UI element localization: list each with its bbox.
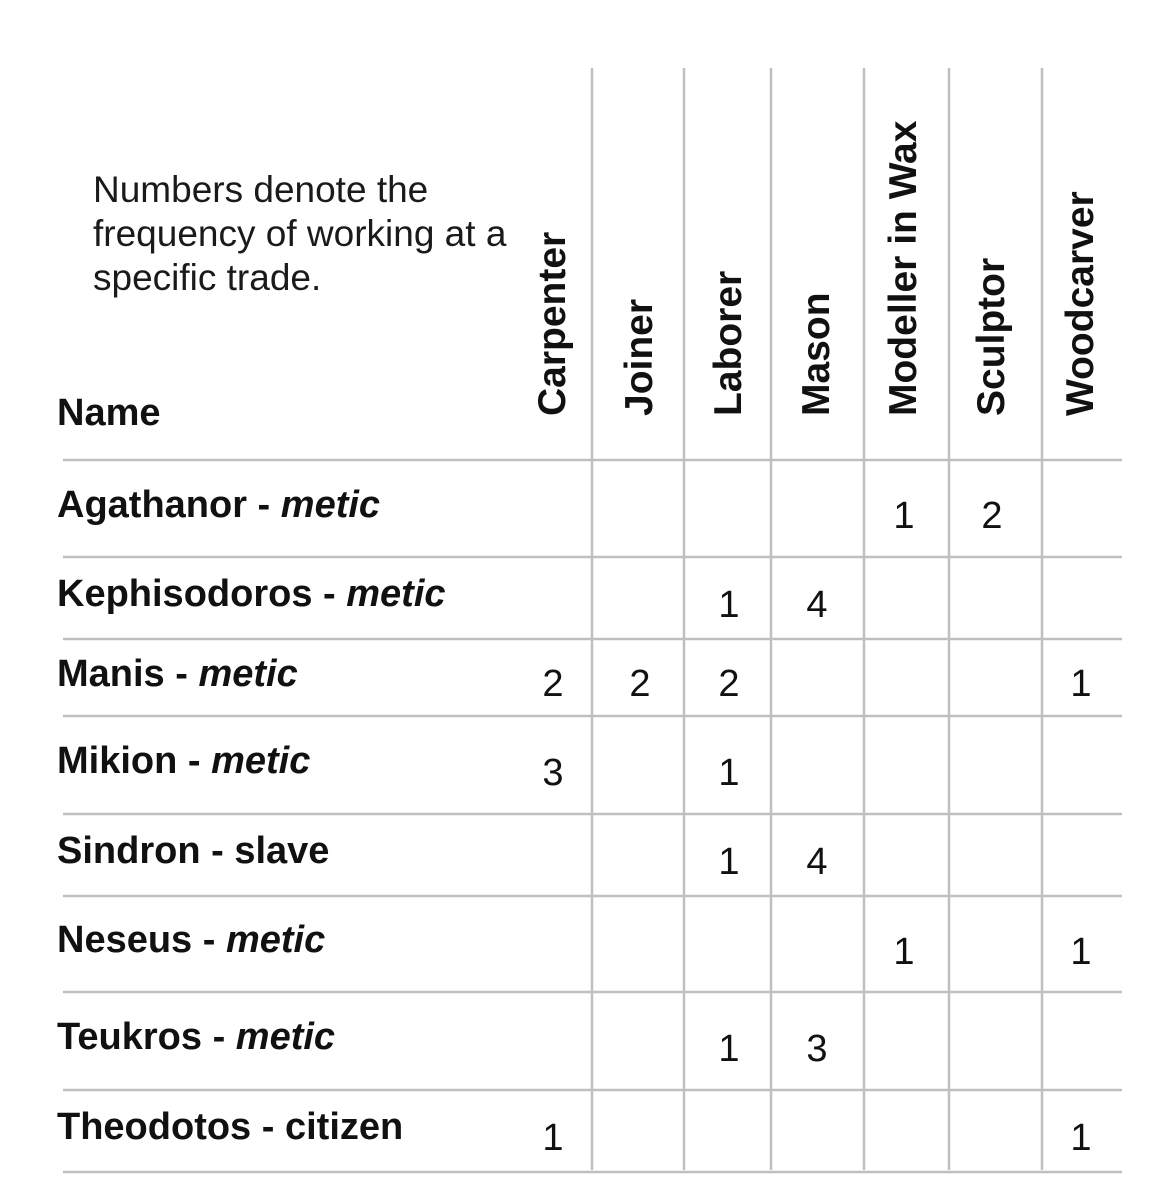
person-status: metic (198, 652, 298, 695)
column-header-label: Woodcarver (1059, 191, 1102, 416)
table-cell-value: 1 (542, 1116, 564, 1159)
table-cell-value: 2 (542, 662, 564, 705)
person-status: metic (235, 1016, 336, 1058)
row-name: Manis - metic (57, 652, 298, 696)
column-header-label: Laborer (707, 270, 750, 416)
table-cell-value: 2 (629, 662, 651, 705)
column-header-label: Carpenter (531, 231, 574, 416)
table-cell-value: 1 (893, 930, 915, 973)
table-cell-value: 2 (981, 495, 1003, 538)
table-cell-value: 3 (806, 1027, 828, 1070)
row-name: Theodotos - citizen (57, 1105, 403, 1149)
table-cell-value: 1 (718, 1027, 740, 1070)
person-name: Neseus (57, 919, 193, 961)
person-name: Kephisodoros (57, 573, 313, 615)
person-status: metic (346, 573, 446, 615)
column-header-label: Modeller in Wax (882, 120, 925, 416)
table-cell-value: 3 (542, 751, 564, 794)
name-separator: - (177, 740, 212, 782)
person-name: Mikion (57, 740, 178, 782)
name-column-header: Name (57, 392, 161, 434)
table-cell-value: 4 (806, 583, 828, 626)
name-separator: - (247, 483, 281, 526)
column-header-label: Mason (795, 292, 838, 416)
person-status: metic (280, 483, 381, 526)
person-status: slave (234, 830, 330, 872)
row-name: Kephisodoros - metic (57, 572, 446, 616)
person-name: Sindron (57, 830, 201, 872)
table-cell-value: 1 (1070, 662, 1092, 705)
table-note: Numbers denote the frequency of working … (93, 169, 507, 298)
table-cell-value: 2 (718, 662, 740, 705)
name-separator: - (192, 919, 226, 961)
table-cell-value: 1 (718, 583, 740, 626)
person-status: metic (225, 919, 326, 961)
row-name: Teukros - metic (57, 1015, 335, 1059)
table-cell-value: 1 (893, 495, 915, 538)
table-cell-value: 1 (718, 751, 740, 794)
name-separator: - (200, 830, 235, 872)
table-cell-value: 1 (1070, 930, 1092, 973)
person-status: metic (211, 740, 311, 782)
column-header-label: Joiner (618, 298, 661, 416)
row-name: Agathanor - metic (57, 483, 380, 527)
person-name: Agathanor (57, 483, 247, 526)
name-separator: - (251, 1106, 285, 1148)
table-cell-value: 1 (718, 840, 740, 883)
name-separator: - (164, 652, 199, 695)
name-separator: - (312, 573, 347, 615)
person-name: Teukros (57, 1016, 203, 1058)
person-name: Manis (57, 652, 165, 695)
row-name: Sindron - slave (57, 829, 329, 873)
column-header-label: Sculptor (970, 257, 1013, 416)
table-cell-value: 1 (1070, 1116, 1092, 1159)
row-name: Neseus - metic (57, 918, 325, 962)
person-status: citizen (284, 1106, 404, 1148)
row-name: Mikion - metic (57, 739, 310, 783)
person-name: Theodotos (57, 1106, 252, 1148)
table-cell-value: 4 (806, 840, 828, 883)
name-separator: - (202, 1016, 236, 1058)
